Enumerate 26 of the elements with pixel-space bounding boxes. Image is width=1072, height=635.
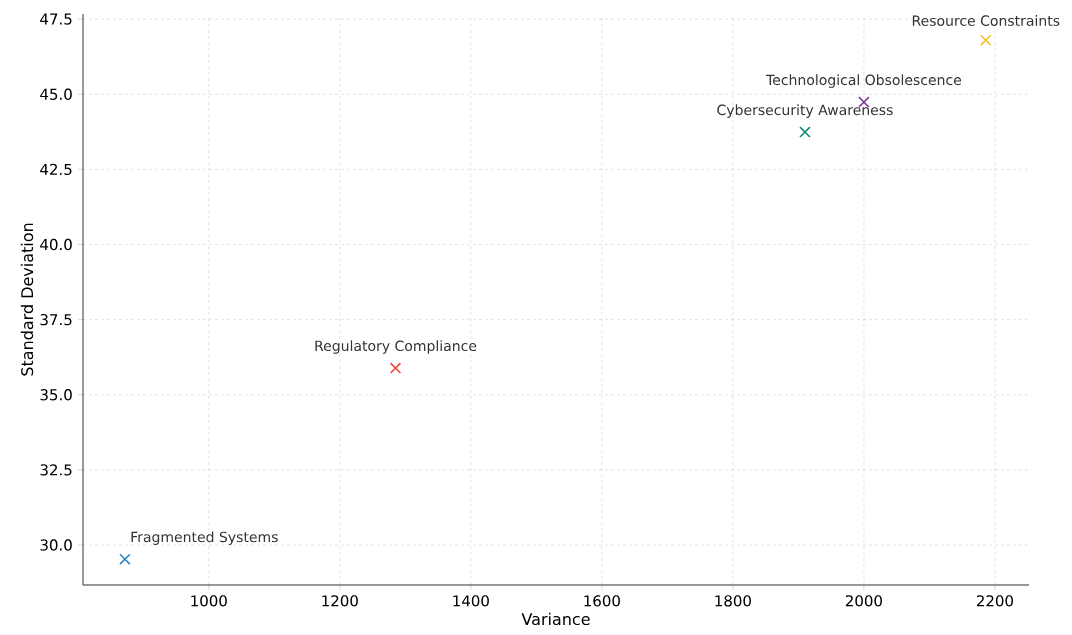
x-tick-label: 1600 xyxy=(584,595,620,607)
y-tick-label: 35.0 xyxy=(40,389,72,401)
annotation: Cybersecurity Awareness xyxy=(717,104,893,118)
x-tick-label: 2000 xyxy=(845,595,882,607)
point xyxy=(980,34,992,46)
y-tick-label: 37.5 xyxy=(40,313,72,326)
y-tick-label: 32.5 xyxy=(40,464,72,476)
y-tick-label: 30.0 xyxy=(40,539,72,551)
y-axis-title: Standard Deviation xyxy=(20,223,34,376)
y-tick-label: 40.0 xyxy=(40,238,72,251)
x-tick-label: 2200 xyxy=(976,595,1014,607)
point xyxy=(799,126,811,138)
x-tick-label: 1800 xyxy=(715,595,751,607)
point xyxy=(389,362,402,374)
annotation: Regulatory Compliance xyxy=(315,340,477,354)
annotation: Fragmented Systems xyxy=(131,531,278,545)
y-tick-label: 45.0 xyxy=(40,88,72,100)
annotation: Resource Constraints xyxy=(912,15,1060,26)
x-tick-label: 1000 xyxy=(191,595,227,607)
y-tick-label: 47.5 xyxy=(40,13,72,25)
point xyxy=(119,553,131,565)
x-tick-label: 1200 xyxy=(322,595,358,607)
x-axis-title: Variance xyxy=(521,612,590,626)
x-tick-label: 1400 xyxy=(453,595,489,607)
y-tick-label: 42.5 xyxy=(40,163,72,176)
annotation: Technological Obsolescence xyxy=(766,74,962,88)
